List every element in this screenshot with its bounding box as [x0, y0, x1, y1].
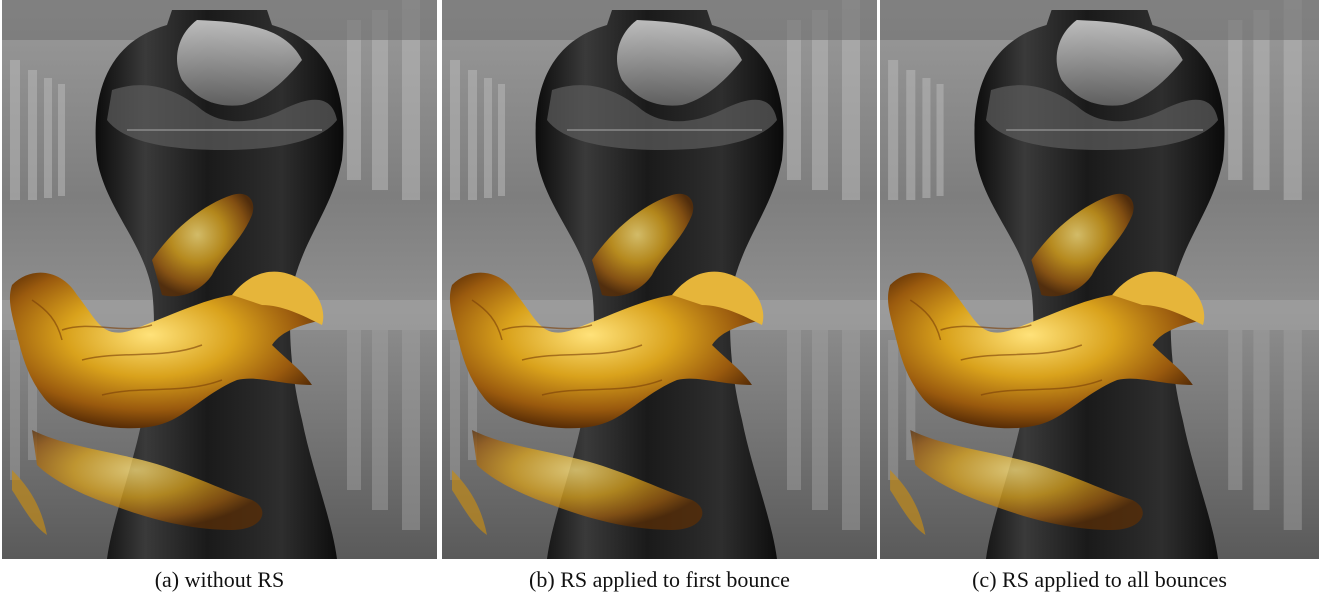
panel-c: (c) RS applied to all bounces	[880, 0, 1319, 592]
vase-dragon-render-icon	[880, 0, 1319, 559]
vase-dragon-render-icon	[2, 0, 437, 559]
render-image-b	[442, 0, 877, 559]
caption-b: (b) RS applied to first bounce	[529, 567, 790, 592]
render-image-a	[2, 0, 437, 559]
vase-dragon-render-icon	[442, 0, 877, 559]
panel-a: (a) without RS	[2, 0, 437, 592]
caption-c: (c) RS applied to all bounces	[972, 567, 1227, 592]
caption-a: (a) without RS	[154, 567, 285, 592]
panel-b: (b) RS applied to first bounce	[442, 0, 877, 592]
render-image-c	[880, 0, 1319, 559]
